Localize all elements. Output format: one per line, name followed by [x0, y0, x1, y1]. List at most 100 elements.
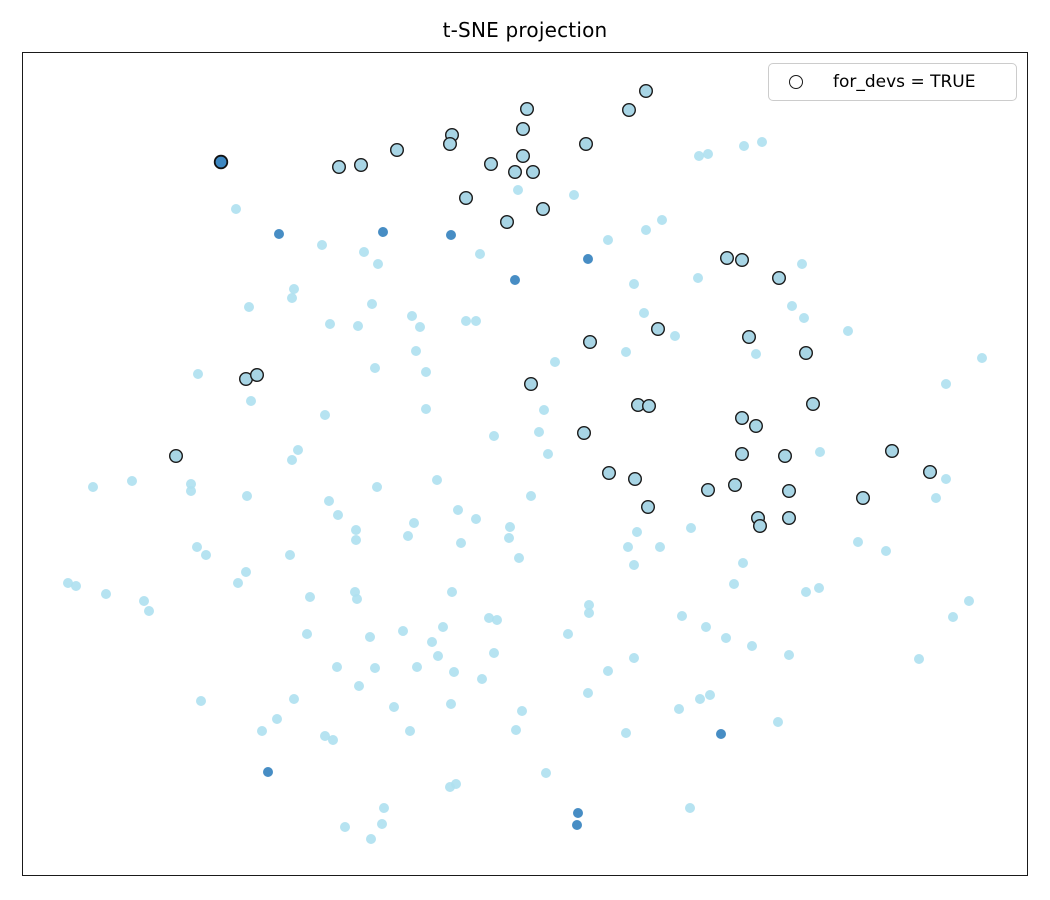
- data-point-for-devs-true: [520, 101, 535, 116]
- data-point-for-devs-true: [735, 411, 750, 426]
- data-point-regular: [751, 349, 761, 359]
- data-point-regular: [63, 578, 73, 588]
- data-point-for-devs-true: [641, 500, 656, 515]
- data-point-regular: [456, 538, 466, 548]
- data-point-regular: [289, 284, 299, 294]
- data-point-for-devs-true: [782, 511, 797, 526]
- data-point-regular: [432, 475, 442, 485]
- data-point-regular: [246, 396, 256, 406]
- data-point-regular: [427, 637, 437, 647]
- data-point-for-devs-true: [735, 252, 750, 267]
- data-point-regular: [621, 347, 631, 357]
- data-point-regular: [914, 654, 924, 664]
- data-point-regular: [421, 404, 431, 414]
- data-point-regular: [484, 613, 494, 623]
- data-point-regular: [773, 717, 783, 727]
- data-point-regular: [747, 641, 757, 651]
- data-point-regular: [377, 819, 387, 829]
- data-point-regular: [451, 779, 461, 789]
- data-point-regular: [447, 587, 457, 597]
- data-point-regular: [511, 725, 521, 735]
- legend-label: for_devs = TRUE: [833, 72, 976, 92]
- data-point-regular: [370, 363, 380, 373]
- data-point-regular: [412, 662, 422, 672]
- data-point-regular: [293, 445, 303, 455]
- data-point-regular: [415, 322, 425, 332]
- data-point-regular: [534, 427, 544, 437]
- data-point-regular: [881, 546, 891, 556]
- data-point-for-devs-true: [742, 330, 757, 345]
- data-point-regular: [88, 482, 98, 492]
- data-point-regular: [192, 542, 202, 552]
- data-point-for-devs-true: [701, 483, 716, 498]
- data-point-regular: [814, 583, 824, 593]
- data-point-regular: [584, 600, 594, 610]
- data-point-for-devs-true: [856, 491, 871, 506]
- data-point-regular: [797, 259, 807, 269]
- data-point-regular: [302, 629, 312, 639]
- data-point-regular: [285, 550, 295, 560]
- data-point-regular: [492, 615, 502, 625]
- data-point-for-devs-true: [628, 472, 643, 487]
- data-point-regular: [931, 493, 941, 503]
- data-point-regular: [366, 834, 376, 844]
- data-point-for-devs-true: [536, 201, 551, 216]
- data-point-regular: [446, 699, 456, 709]
- data-point-regular: [379, 803, 389, 813]
- data-point-regular: [354, 681, 364, 691]
- data-point-for-devs-true: [639, 83, 654, 98]
- data-point-regular: [757, 137, 767, 147]
- data-point-regular: [411, 346, 421, 356]
- data-point-regular: [317, 240, 327, 250]
- data-point-regular: [359, 247, 369, 257]
- data-point-for-devs-true: [720, 250, 735, 265]
- data-point-for-devs-true: [622, 102, 637, 117]
- data-point-for-devs-true: [516, 121, 531, 136]
- data-point-regular: [320, 731, 330, 741]
- data-point-regular: [244, 302, 254, 312]
- plot-area: [22, 52, 1028, 876]
- data-point-regular: [685, 803, 695, 813]
- data-point-regular: [242, 491, 252, 501]
- data-point-regular: [372, 482, 382, 492]
- data-point-regular: [405, 726, 415, 736]
- data-point-regular: [629, 653, 639, 663]
- data-point-regular: [71, 581, 81, 591]
- data-point-regular: [186, 486, 196, 496]
- data-point-regular: [489, 431, 499, 441]
- data-point-regular: [695, 694, 705, 704]
- data-point-regular: [489, 648, 499, 658]
- data-point-regular: [703, 149, 713, 159]
- data-point-regular: [351, 525, 361, 535]
- data-point-regular: [287, 293, 297, 303]
- data-point-regular: [351, 535, 361, 545]
- data-point-regular: [231, 204, 241, 214]
- data-point-for-devs-true: [799, 346, 814, 361]
- data-point-regular: [453, 505, 463, 515]
- data-point-regular: [305, 592, 315, 602]
- data-point-regular: [328, 735, 338, 745]
- data-point-regular: [421, 367, 431, 377]
- data-point-regular: [471, 514, 481, 524]
- data-point-regular: [289, 694, 299, 704]
- data-point-regular: [705, 690, 715, 700]
- data-point-regular: [186, 479, 196, 489]
- data-point-regular: [471, 316, 481, 326]
- data-point-regular: [621, 728, 631, 738]
- data-point-for-devs-true: [885, 444, 900, 459]
- data-point-regular: [389, 702, 399, 712]
- data-point-regular: [569, 190, 579, 200]
- data-point-for-devs-true: [390, 142, 405, 157]
- data-point-for-devs-true: [728, 478, 743, 493]
- data-point-for-devs-true: [782, 484, 797, 499]
- data-point-regular: [433, 651, 443, 661]
- data-point-regular: [513, 185, 523, 195]
- data-point-for-devs-true-dark: [213, 154, 229, 170]
- data-point-regular: [629, 560, 639, 570]
- data-point-for-devs-true: [923, 465, 938, 480]
- data-point-regular: [941, 474, 951, 484]
- data-point-regular: [801, 587, 811, 597]
- data-point-regular: [739, 141, 749, 151]
